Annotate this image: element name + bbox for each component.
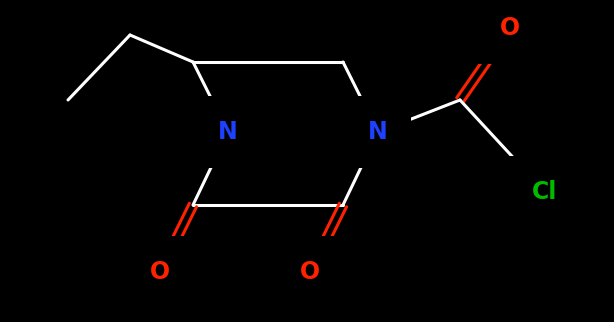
Text: Cl: Cl (532, 180, 558, 204)
Text: O: O (150, 260, 170, 284)
Text: N: N (218, 120, 238, 144)
Text: O: O (300, 260, 320, 284)
Text: N: N (368, 120, 388, 144)
Text: O: O (500, 16, 520, 40)
